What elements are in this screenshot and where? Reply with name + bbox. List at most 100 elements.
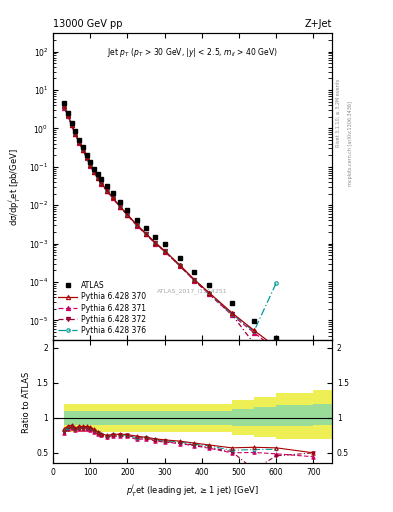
Pythia 6.428 376	[192, 277, 197, 283]
Pythia 6.428 372	[192, 278, 197, 284]
Line: Pythia 6.428 372: Pythia 6.428 372	[62, 105, 316, 401]
Pythia 6.428 372	[105, 188, 109, 195]
Pythia 6.428 370	[118, 204, 122, 210]
Pythia 6.428 371	[134, 223, 139, 229]
Pythia 6.428 372	[311, 396, 316, 402]
Pythia 6.428 372	[99, 181, 104, 187]
ATLAS	[252, 318, 256, 324]
Pythia 6.428 370	[207, 290, 212, 296]
Pythia 6.428 372	[66, 113, 70, 119]
Pythia 6.428 376	[69, 122, 74, 128]
Pythia 6.428 376	[95, 175, 100, 181]
Pythia 6.428 371	[84, 155, 89, 161]
Text: mcplots.cern.ch [arXiv:1306.3436]: mcplots.cern.ch [arXiv:1306.3436]	[348, 101, 353, 186]
ATLAS	[88, 159, 93, 165]
ATLAS	[84, 152, 89, 158]
Pythia 6.428 376	[88, 162, 93, 168]
Pythia 6.428 371	[88, 162, 93, 168]
Pythia 6.428 376	[125, 212, 130, 218]
Pythia 6.428 376	[99, 180, 104, 186]
ATLAS	[99, 176, 104, 182]
Pythia 6.428 372	[162, 248, 167, 254]
ATLAS	[62, 100, 66, 106]
ATLAS	[125, 207, 130, 213]
Pythia 6.428 370	[66, 112, 70, 118]
Pythia 6.428 372	[69, 122, 74, 128]
Pythia 6.428 372	[134, 222, 139, 228]
Y-axis label: Ratio to ATLAS: Ratio to ATLAS	[22, 371, 31, 433]
Pythia 6.428 376	[81, 146, 85, 153]
Pythia 6.428 370	[229, 309, 234, 315]
ATLAS	[95, 171, 100, 177]
Pythia 6.428 371	[73, 131, 78, 137]
Pythia 6.428 371	[311, 398, 316, 404]
Pythia 6.428 370	[252, 327, 256, 333]
ATLAS	[144, 225, 149, 231]
Pythia 6.428 370	[144, 231, 149, 237]
Pythia 6.428 371	[99, 181, 104, 187]
Pythia 6.428 372	[95, 175, 100, 181]
Pythia 6.428 371	[153, 241, 158, 247]
Pythia 6.428 376	[110, 194, 115, 200]
Pythia 6.428 371	[92, 169, 96, 175]
Pythia 6.428 372	[252, 340, 256, 347]
ATLAS	[192, 269, 197, 275]
ATLAS	[118, 199, 122, 205]
Pythia 6.428 376	[144, 231, 149, 237]
Pythia 6.428 370	[110, 194, 115, 200]
Pythia 6.428 372	[84, 155, 89, 161]
Pythia 6.428 376	[252, 328, 256, 334]
ATLAS	[311, 385, 316, 391]
Pythia 6.428 372	[88, 162, 93, 168]
Pythia 6.428 372	[207, 291, 212, 297]
Pythia 6.428 372	[81, 147, 85, 153]
ATLAS	[229, 300, 234, 306]
Pythia 6.428 370	[77, 139, 81, 145]
ATLAS	[105, 183, 109, 189]
ATLAS	[162, 241, 167, 247]
Pythia 6.428 372	[177, 263, 182, 269]
Line: Pythia 6.428 371: Pythia 6.428 371	[62, 105, 316, 403]
Pythia 6.428 370	[81, 146, 85, 153]
Pythia 6.428 376	[105, 188, 109, 194]
Pythia 6.428 376	[77, 139, 81, 145]
ATLAS	[69, 120, 74, 126]
Pythia 6.428 376	[229, 311, 234, 317]
Pythia 6.428 370	[69, 122, 74, 128]
Pythia 6.428 371	[81, 147, 85, 153]
Pythia 6.428 370	[105, 187, 109, 194]
Pythia 6.428 376	[162, 248, 167, 254]
Pythia 6.428 372	[73, 131, 78, 137]
Text: Jet $p_T$ ($p_T$ > 30 GeV, $|y|$ < 2.5, $m_{ll}$ > 40 GeV): Jet $p_T$ ($p_T$ > 30 GeV, $|y|$ < 2.5, …	[107, 46, 278, 58]
Pythia 6.428 371	[144, 231, 149, 238]
Pythia 6.428 370	[134, 222, 139, 228]
Pythia 6.428 370	[92, 168, 96, 175]
Pythia 6.428 376	[177, 262, 182, 268]
Pythia 6.428 370	[73, 131, 78, 137]
ATLAS	[92, 165, 96, 172]
Pythia 6.428 372	[92, 169, 96, 175]
Pythia 6.428 370	[177, 262, 182, 268]
ATLAS	[81, 144, 85, 151]
ATLAS	[73, 128, 78, 134]
Pythia 6.428 370	[162, 248, 167, 254]
Y-axis label: dσ/dp$_T^{j}$et [pb/GeV]: dσ/dp$_T^{j}$et [pb/GeV]	[7, 148, 23, 226]
Pythia 6.428 371	[77, 140, 81, 146]
ATLAS	[110, 190, 115, 196]
ATLAS	[77, 137, 81, 143]
Pythia 6.428 370	[311, 376, 316, 382]
ATLAS	[134, 217, 139, 223]
Pythia 6.428 372	[125, 212, 130, 218]
Line: ATLAS: ATLAS	[62, 101, 316, 390]
Pythia 6.428 370	[192, 276, 197, 283]
ATLAS	[66, 110, 70, 116]
Pythia 6.428 371	[66, 113, 70, 119]
Pythia 6.428 371	[118, 204, 122, 210]
Pythia 6.428 371	[110, 195, 115, 201]
Pythia 6.428 376	[118, 204, 122, 210]
Pythia 6.428 371	[274, 347, 279, 353]
Pythia 6.428 372	[77, 139, 81, 145]
Pythia 6.428 372	[153, 240, 158, 246]
Pythia 6.428 372	[144, 231, 149, 237]
Pythia 6.428 371	[95, 175, 100, 181]
